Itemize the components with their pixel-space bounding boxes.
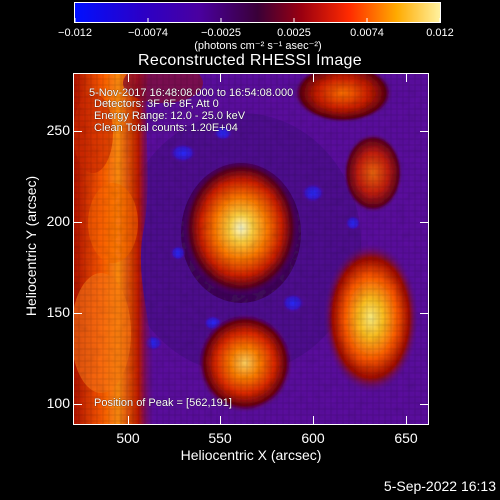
y-axis-label: Heliocentric Y (arcsec) bbox=[23, 175, 39, 317]
x-axis-tick-top bbox=[128, 74, 129, 82]
y-axis-tick-label: 100 bbox=[46, 395, 70, 411]
overlay-peak-position: Position of Peak = [562,191] bbox=[94, 397, 232, 409]
colorbar-tick-label: 0.012 bbox=[426, 27, 454, 39]
y-axis-tick-label: 250 bbox=[46, 122, 70, 138]
colorbar-tick-label: 0.0025 bbox=[277, 27, 311, 39]
colorbar-tick-label: −0.0074 bbox=[127, 27, 169, 39]
colorbar-tick-label: −0.0025 bbox=[200, 27, 242, 39]
x-axis-tick-top bbox=[220, 74, 221, 82]
x-axis-tick-label: 600 bbox=[301, 430, 325, 446]
y-axis-tick bbox=[74, 404, 82, 405]
y-axis-tick-label: 200 bbox=[46, 213, 70, 229]
plot-title: Reconstructed RHESSI Image bbox=[138, 52, 362, 69]
y-axis-tick-right bbox=[420, 404, 428, 405]
x-axis-label: Heliocentric X (arcsec) bbox=[180, 447, 322, 463]
x-axis-tick-top bbox=[406, 74, 407, 82]
overlay-energy-range: Energy Range: 12.0 - 25.0 keV bbox=[94, 110, 246, 122]
colorbar-unit-label: (photons cm⁻² s⁻¹ asec⁻²) bbox=[194, 40, 322, 52]
x-axis-tick bbox=[313, 416, 314, 424]
rhessi-image bbox=[73, 73, 429, 425]
x-axis-tick bbox=[406, 416, 407, 424]
x-axis-tick bbox=[220, 416, 221, 424]
overlay-time-range: 5-Nov-2017 16:48:08.000 to 16:54:08.000 bbox=[89, 87, 294, 99]
overlay-detectors: Detectors: 3F 6F 8F, Att 0 bbox=[94, 98, 219, 110]
y-axis-tick-right bbox=[420, 313, 428, 314]
colorbar-tick-label: −0.012 bbox=[58, 27, 92, 39]
colorbar-ticks bbox=[74, 18, 441, 23]
colorbar-tick-label: 0.0074 bbox=[350, 27, 384, 39]
y-axis-tick bbox=[74, 222, 82, 223]
y-axis-tick-right bbox=[420, 222, 428, 223]
colorbar-gradient bbox=[74, 2, 441, 23]
x-axis-tick-label: 500 bbox=[116, 430, 140, 446]
footer-timestamp: 5-Sep-2022 16:13 bbox=[383, 478, 496, 494]
y-axis-tick-label: 150 bbox=[46, 304, 70, 320]
y-axis-tick-right bbox=[420, 131, 428, 132]
overlay-clean-counts: Clean Total counts: 1.20E+04 bbox=[94, 122, 238, 134]
y-axis-tick bbox=[74, 313, 82, 314]
x-axis-tick bbox=[128, 416, 129, 424]
colorbar bbox=[74, 2, 441, 23]
x-axis-tick-label: 650 bbox=[394, 430, 418, 446]
y-axis-tick bbox=[74, 131, 82, 132]
x-axis-tick-top bbox=[313, 74, 314, 82]
x-axis-tick-label: 550 bbox=[208, 430, 232, 446]
